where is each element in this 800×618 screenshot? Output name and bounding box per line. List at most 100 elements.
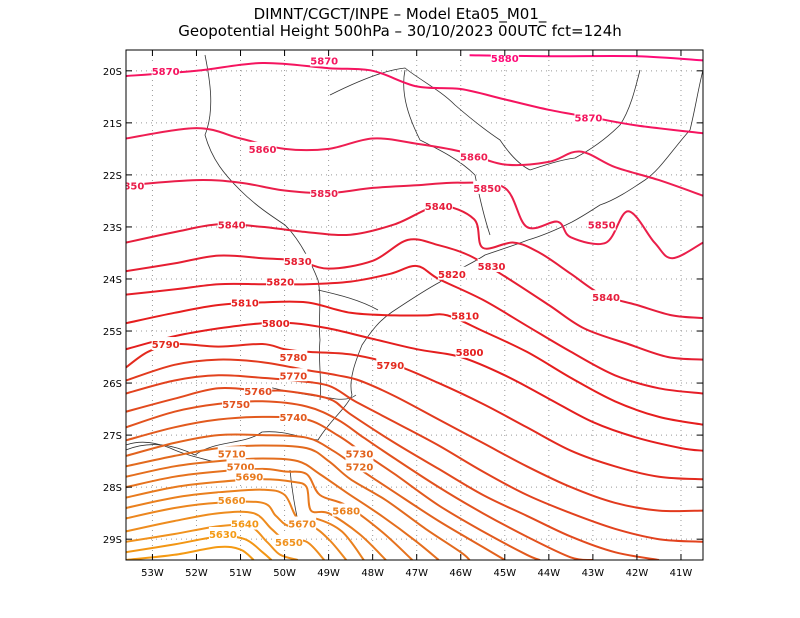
contour-label-bg: [332, 503, 361, 517]
contour-line-5770: [126, 374, 703, 543]
contour-label: 5670: [288, 520, 316, 531]
contour-label: 5780: [279, 353, 307, 364]
contour-label: 5770: [279, 371, 307, 382]
x-tick-label: 53W: [141, 568, 164, 579]
contour-label: 5760: [244, 387, 272, 398]
y-tick-label: 21S: [103, 119, 122, 130]
contour-label: 5840: [218, 220, 246, 231]
contour-label: 5790: [376, 361, 404, 372]
contour-label-bg: [345, 459, 374, 473]
contour-label-bg: [459, 149, 488, 163]
contour-label: 5710: [218, 449, 246, 460]
contour-label: 5870: [575, 114, 603, 125]
contour-label-bg: [248, 141, 277, 155]
contour-label-bg: [283, 253, 312, 267]
contour-line-5850: [126, 179, 703, 260]
contour-label-bg: [151, 63, 180, 77]
contour-line-5720: [126, 444, 471, 560]
contour-line-5750: [126, 400, 594, 560]
contour-label-bg: [345, 446, 374, 460]
y-tick-label: 28S: [103, 483, 122, 494]
contour-label: 5680: [332, 507, 360, 518]
contour-label-bg: [217, 217, 246, 231]
contour-label-bg: [230, 516, 259, 530]
contour-label: 5790: [152, 340, 180, 351]
contour-label-bg: [473, 180, 502, 194]
contour-label-bg: [222, 396, 251, 410]
contour-label: 5860: [460, 153, 488, 164]
contour-line-5820: [126, 264, 703, 395]
contour-label-bg: [217, 493, 246, 507]
contour-label-bg: [310, 186, 339, 200]
contour-label: 5800: [456, 348, 484, 359]
contour-line-5690: [126, 478, 387, 560]
contour-label: 5840: [425, 202, 453, 213]
contour-line-5730: [126, 433, 506, 560]
x-tick-label: 43W: [582, 568, 605, 579]
contour-label-bg: [592, 290, 621, 304]
contour-label: 5630: [209, 530, 237, 541]
contour-line-5740: [126, 415, 541, 560]
contour-label-bg: [279, 368, 308, 382]
x-tick-label: 42W: [626, 568, 649, 579]
contour-label: 5850: [588, 220, 616, 231]
x-tick-label: 47W: [405, 568, 428, 579]
contour-line-5830: [126, 238, 703, 361]
contour-label-bg: [230, 295, 259, 309]
contour-label: 5700: [227, 462, 255, 473]
contour-line-5790: [126, 342, 703, 481]
contour-label: 5640: [231, 520, 259, 531]
contour-label-bg: [376, 357, 405, 371]
contour-line-5700: [126, 467, 413, 560]
contour-line-5760: [126, 387, 660, 560]
state-border: [403, 69, 476, 176]
y-axis: 20S 21S 22S 23S 24S 25S 26S 27S 28S 29S: [103, 67, 703, 546]
contour-label-bg: [455, 344, 484, 358]
contour-label: 5870: [152, 67, 180, 78]
contour-line-5680: [126, 488, 365, 560]
contour-label-bg: [288, 516, 317, 530]
contour-label-bg: [244, 383, 273, 397]
x-axis: 53W 52W 51W 50W 49W 48W 47W 46W 45W 44W 43W 42W 41W: [141, 50, 692, 579]
title-line-1: DIMNT/CGCT/INPE – Model Eta05_M01_: [253, 5, 547, 23]
contour-label: 5830: [478, 262, 506, 273]
contour-label-bg: [310, 53, 339, 67]
contour-labels: 5880 5870 5870 5870 5860 5860 5850 5850 5850 5850…: [126, 50, 621, 549]
contour-line-5660: [126, 510, 325, 560]
contour-label: 5820: [438, 270, 466, 281]
contour-label-bg: [437, 266, 466, 280]
plot-frame: [125, 49, 704, 561]
chart-title: DIMNT/CGCT/INPE – Model Eta05_M01_ Geopo…: [0, 6, 800, 40]
contour-label: 5730: [346, 449, 374, 460]
y-tick-label: 20S: [103, 67, 122, 78]
contour-label: 5820: [266, 278, 294, 289]
contour-line-5780: [126, 358, 703, 513]
contour-label: 5750: [222, 400, 250, 411]
contour-label: 5720: [346, 462, 374, 473]
contour-label: 5740: [279, 413, 307, 424]
contour-label-bg: [451, 308, 480, 322]
contour-line-5630: [126, 545, 255, 560]
contour-label-bg: [266, 274, 295, 288]
contour-line-5710: [126, 457, 440, 560]
contour-label: 5810: [231, 298, 259, 309]
contour-label-bg: [151, 337, 180, 351]
state-border: [126, 441, 216, 463]
contour-label-bg: [217, 446, 246, 460]
contour-label-bg: [226, 459, 255, 473]
coastline: [126, 69, 703, 456]
contour-label-bg: [279, 409, 308, 423]
y-tick-label: 22S: [103, 171, 122, 182]
contour-label-bg: [477, 258, 506, 272]
contour-label-bg: [279, 350, 308, 364]
contour-label: 5830: [284, 257, 312, 268]
contour-label: 5860: [249, 145, 277, 156]
contour-label: 5800: [262, 319, 290, 330]
state-border: [317, 289, 379, 311]
x-tick-label: 41W: [670, 568, 693, 579]
contour-label-bg: [208, 526, 237, 540]
contour-label-bg: [235, 469, 264, 483]
y-tick-label: 27S: [103, 431, 122, 442]
contour-label: 5870: [310, 56, 338, 67]
title-line-2: Geopotential Height 500hPa – 30/10/2023 …: [178, 22, 622, 40]
